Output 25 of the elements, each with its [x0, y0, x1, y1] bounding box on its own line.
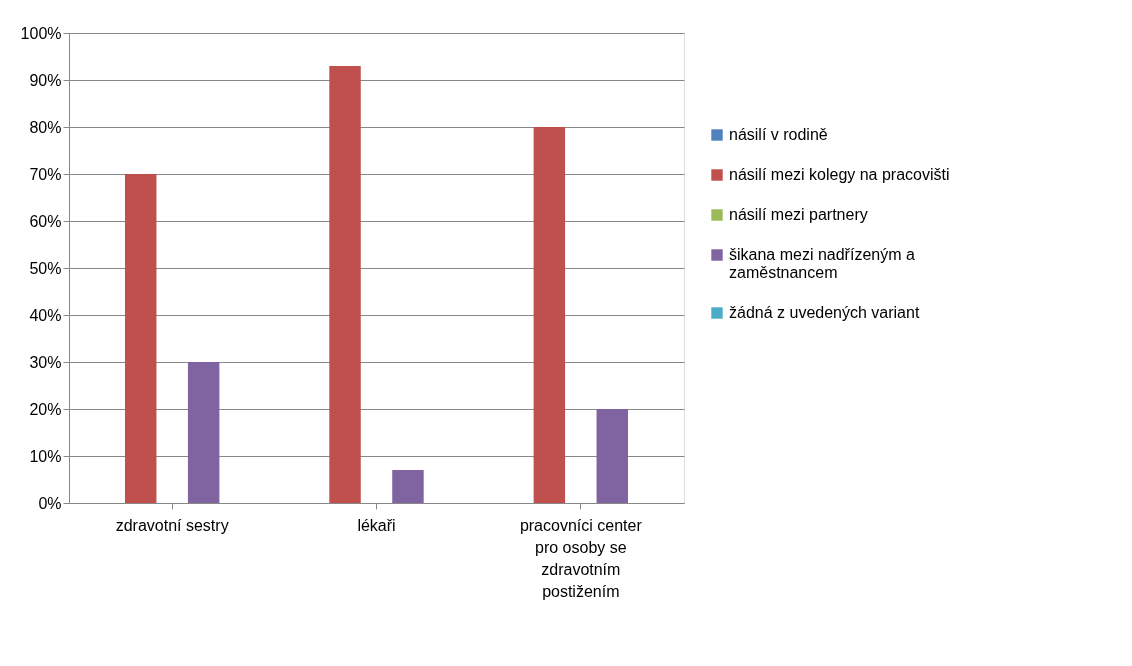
- y-tick-label: 20%: [29, 400, 62, 418]
- y-tick-label: 100%: [20, 24, 62, 42]
- y-tick-label: 60%: [29, 212, 62, 230]
- y-tick-label: 90%: [29, 71, 62, 89]
- y-tick-label: 40%: [29, 306, 62, 324]
- x-tick-label: lékaři: [357, 516, 396, 534]
- y-tick-label: 0%: [38, 494, 62, 512]
- legend-label: žádná z uvedených variant: [729, 304, 920, 321]
- y-tick-label: 50%: [29, 259, 62, 277]
- bar: [329, 65, 361, 503]
- x-tick-label: zdravotní sestry: [115, 516, 229, 534]
- x-tick-label: pracovníci center pro osoby se zdravotním postižením: [519, 516, 643, 600]
- bar: [596, 409, 629, 503]
- bar: [533, 127, 566, 503]
- bar: [187, 362, 220, 503]
- legend-label: násilí mezi partnery: [729, 206, 868, 223]
- y-tick-label: 70%: [29, 165, 62, 183]
- legend-label: násilí mezi kolegy na pracovišti: [729, 166, 950, 183]
- legend-label: násilí v rodině: [729, 126, 828, 143]
- y-tick-label: 80%: [29, 118, 62, 136]
- legend-label: šikana mezi nadřízeným a zaměstnancem: [729, 246, 915, 281]
- y-tick-label: 30%: [29, 353, 62, 371]
- bar: [392, 470, 424, 503]
- bar: [124, 174, 157, 503]
- y-tick-label: 10%: [29, 447, 62, 465]
